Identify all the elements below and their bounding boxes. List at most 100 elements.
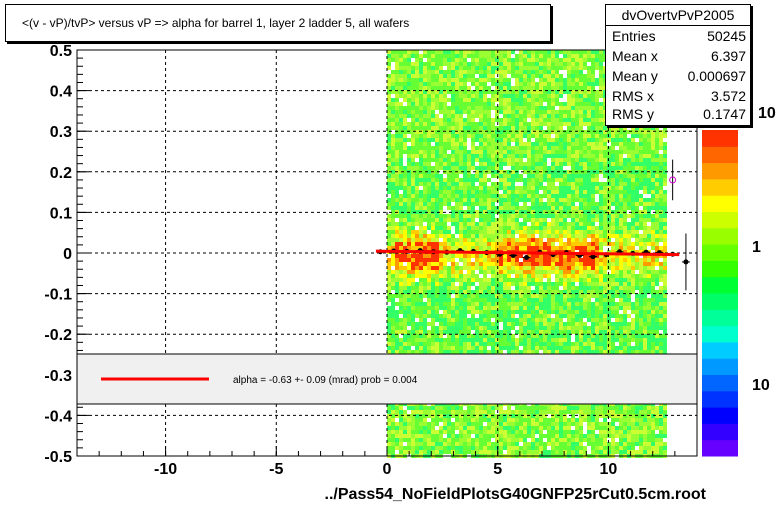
heatmap-cell	[463, 82, 467, 86]
heatmap-cell	[403, 198, 407, 202]
heatmap-cell	[411, 174, 415, 178]
heatmap-cell	[575, 106, 579, 110]
heatmap-cell	[559, 414, 563, 418]
heatmap-cell	[583, 450, 587, 454]
heatmap-cell	[575, 410, 579, 414]
heatmap-cell	[395, 90, 399, 94]
heatmap-cell	[559, 314, 563, 318]
heatmap-cell	[387, 226, 391, 230]
heatmap-cell	[391, 206, 395, 210]
heatmap-cell	[575, 206, 579, 210]
heatmap-cell	[439, 130, 443, 134]
heatmap-cell	[431, 290, 435, 294]
heatmap-cell	[467, 182, 471, 186]
heatmap-cell	[507, 102, 511, 106]
heatmap-cell	[431, 330, 435, 334]
heatmap-cell	[471, 174, 475, 178]
heatmap-cell	[491, 326, 495, 330]
heatmap-cell	[555, 202, 559, 206]
heatmap-cell	[567, 78, 571, 82]
heatmap-cell	[391, 134, 395, 138]
heatmap-cell	[591, 90, 595, 94]
heatmap-cell	[435, 206, 439, 210]
heatmap-cell	[567, 306, 571, 310]
heatmap-cell	[535, 438, 539, 442]
heatmap-cell	[423, 110, 427, 114]
heatmap-cell	[483, 438, 487, 442]
heatmap-cell	[479, 418, 483, 422]
heatmap-cell	[487, 158, 491, 162]
heatmap-cell	[399, 414, 403, 418]
heatmap-cell	[503, 66, 507, 70]
heatmap-cell	[435, 278, 439, 282]
heatmap-cell	[443, 154, 447, 158]
heatmap-cell	[443, 106, 447, 110]
heatmap-cell	[499, 174, 503, 178]
heatmap-cell	[567, 434, 571, 438]
heatmap-cell	[567, 90, 571, 94]
heatmap-cell	[411, 110, 415, 114]
heatmap-cell	[571, 218, 575, 222]
heatmap-cell	[459, 282, 463, 286]
heatmap-cell	[479, 58, 483, 62]
heatmap-cell	[515, 206, 519, 210]
heatmap-cell	[419, 94, 423, 98]
heatmap-cell	[439, 322, 443, 326]
heatmap-cell	[499, 158, 503, 162]
heatmap-cell	[559, 142, 563, 146]
heatmap-cell	[411, 434, 415, 438]
heatmap-cell	[579, 326, 583, 330]
heatmap-cell	[563, 242, 567, 246]
heatmap-cell	[539, 410, 543, 414]
heatmap-cell	[523, 114, 527, 118]
heatmap-cell	[527, 230, 531, 234]
heatmap-cell	[459, 214, 463, 218]
heatmap-cell	[443, 150, 447, 154]
heatmap-cell	[571, 450, 575, 454]
heatmap-cell	[451, 270, 455, 274]
heatmap-cell	[555, 286, 559, 290]
heatmap-cell	[519, 162, 523, 166]
heatmap-cell	[483, 194, 487, 198]
heatmap-cell	[563, 122, 567, 126]
heatmap-cell	[471, 98, 475, 102]
heatmap-cell	[431, 322, 435, 326]
heatmap-cell	[407, 298, 411, 302]
heatmap-cell	[479, 450, 483, 454]
heatmap-cell	[507, 218, 511, 222]
heatmap-cell	[439, 330, 443, 334]
heatmap-cell	[443, 146, 447, 150]
heatmap-cell	[583, 274, 587, 278]
heatmap-cell	[479, 442, 483, 446]
heatmap-cell	[535, 122, 539, 126]
heatmap-cell	[515, 62, 519, 66]
heatmap-cell	[559, 330, 563, 334]
heatmap-cell	[447, 130, 451, 134]
heatmap-cell	[507, 318, 511, 322]
heatmap-cell	[523, 434, 527, 438]
heatmap-cell	[539, 54, 543, 58]
heatmap-cell	[475, 234, 479, 238]
heatmap-cell	[555, 194, 559, 198]
heatmap-cell	[431, 106, 435, 110]
heatmap-cell	[523, 446, 527, 450]
heatmap-cell	[587, 418, 591, 422]
heatmap-cell	[579, 206, 583, 210]
heatmap-cell	[523, 318, 527, 322]
heatmap-cell	[483, 114, 487, 118]
heatmap-cell	[567, 318, 571, 322]
heatmap-cell	[491, 154, 495, 158]
heatmap-cell	[579, 218, 583, 222]
heatmap-cell	[503, 206, 507, 210]
heatmap-cell	[455, 146, 459, 150]
heatmap-cell	[435, 238, 439, 242]
heatmap-cell	[563, 222, 567, 226]
heatmap-cell	[487, 338, 491, 342]
heatmap-cell	[551, 54, 555, 58]
heatmap-cell	[431, 194, 435, 198]
heatmap-cell	[491, 102, 495, 106]
heatmap-cell	[519, 226, 523, 230]
heatmap-cell	[399, 238, 403, 242]
heatmap-cell	[591, 78, 595, 82]
